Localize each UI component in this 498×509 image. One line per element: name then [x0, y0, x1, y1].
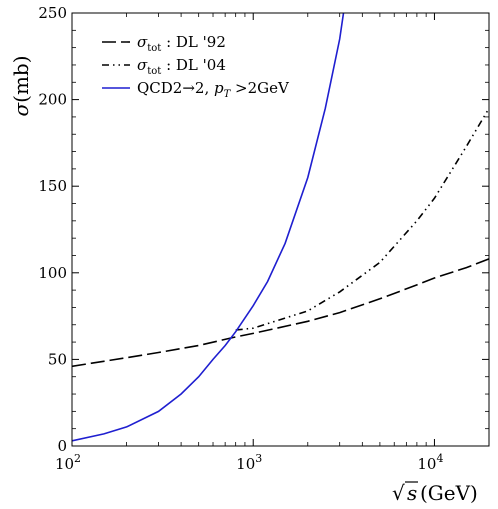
- y-tick-label: 100: [38, 264, 67, 282]
- axis-ticks: 0 50 100 150 200 250 102 103 104: [38, 4, 490, 473]
- svg-text:√: √: [392, 481, 405, 505]
- y-tick-label: 0: [57, 437, 67, 455]
- svg-text:s: s: [407, 481, 417, 505]
- x-tick-label: 104: [417, 452, 443, 473]
- x-tick-label: 103: [236, 452, 262, 473]
- y-tick-label: 200: [38, 91, 67, 109]
- y-tick-label: 50: [48, 350, 67, 368]
- x-tick-label: 102: [55, 452, 81, 473]
- y-tick-label: 250: [38, 4, 67, 22]
- series-lines: [72, 13, 489, 442]
- series-line-3: [72, 13, 345, 442]
- series-line-1: [72, 258, 489, 368]
- legend-entry-1: σtot : DL '92: [137, 33, 226, 54]
- y-tick-label: 150: [38, 177, 67, 195]
- series-line-2: [235, 107, 489, 331]
- plot-frame: [71, 12, 490, 447]
- legend-entry-3: QCD2→2, pT >2GeV: [137, 79, 290, 100]
- x-axis-label: √ s (GeV): [392, 481, 478, 505]
- y-axis-label: σ(mb): [9, 55, 33, 116]
- legend-entry-2: σtot : DL '04: [137, 56, 226, 77]
- svg-text:(GeV): (GeV): [420, 481, 478, 505]
